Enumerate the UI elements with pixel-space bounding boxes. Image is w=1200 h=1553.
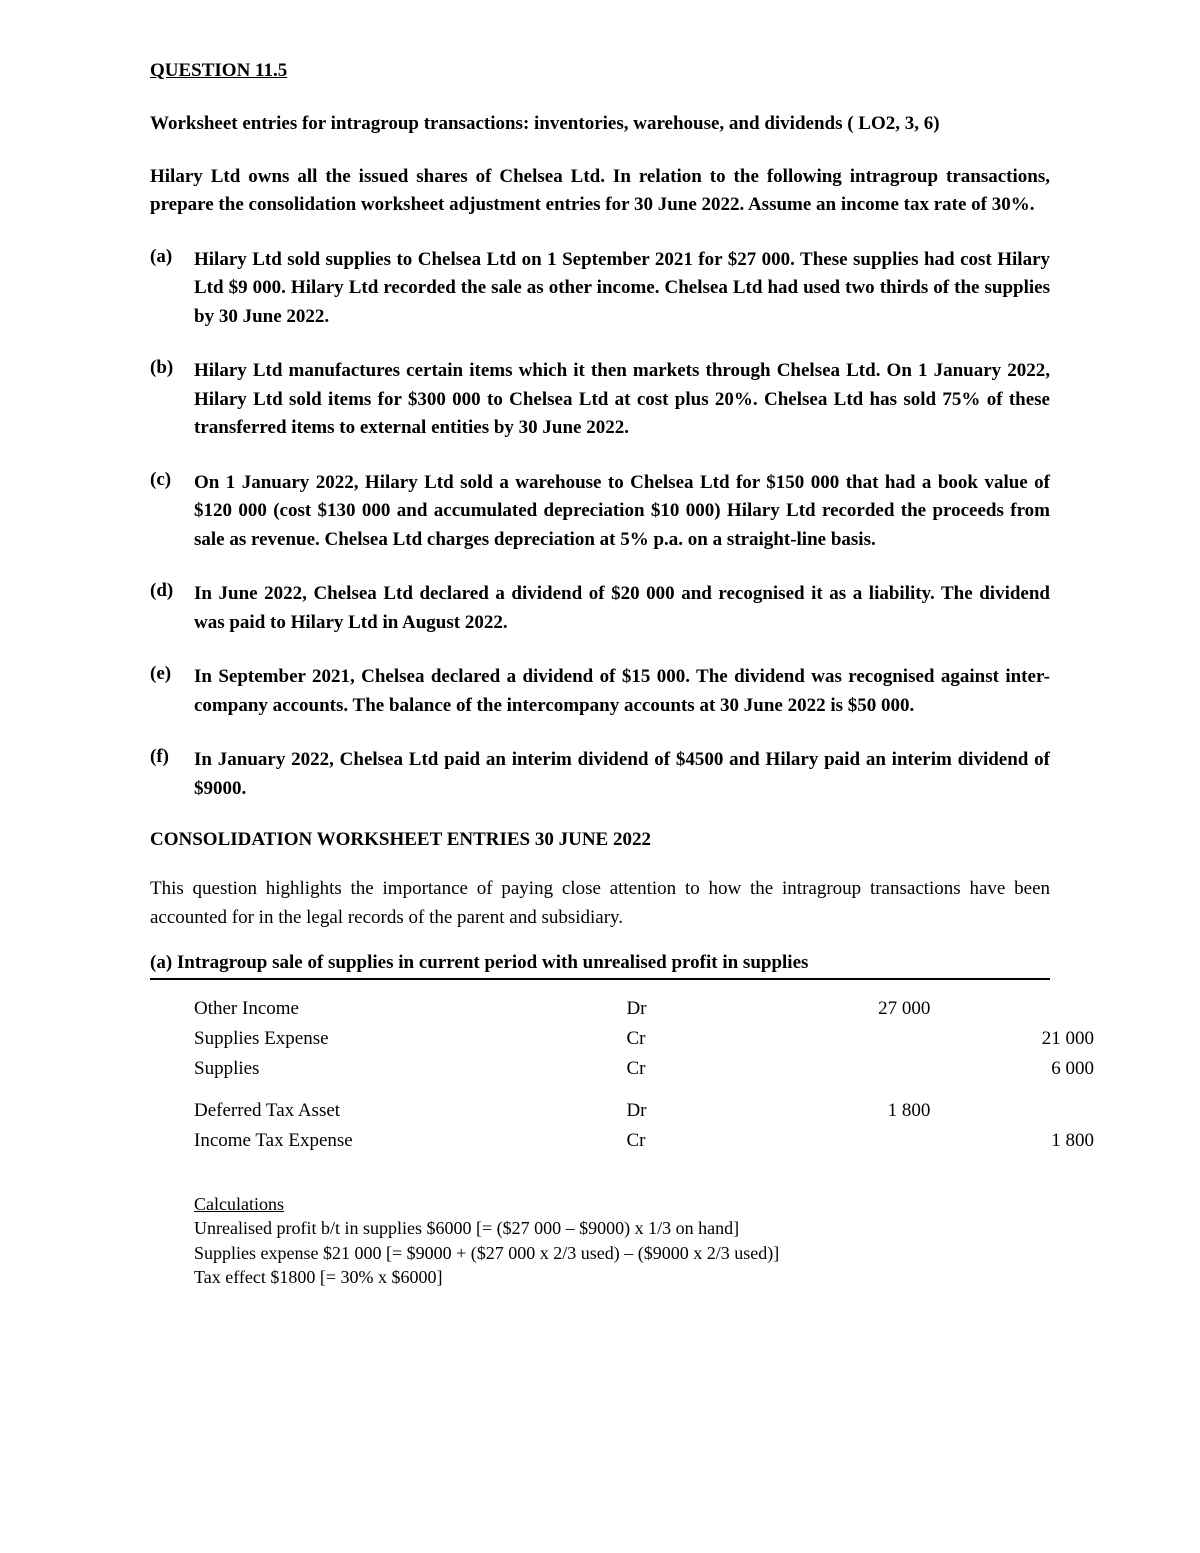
debit-amount — [743, 1054, 930, 1084]
account-name: Deferred Tax Asset — [194, 1096, 626, 1126]
journal-row: Other IncomeDr27 000 — [194, 994, 1094, 1024]
journal-row: Deferred Tax AssetDr1 800 — [194, 1096, 1094, 1126]
journal-table: Other IncomeDr27 000Supplies ExpenseCr21… — [194, 994, 1094, 1156]
question-title: QUESTION 11.5 — [150, 60, 1050, 82]
credit-amount — [930, 1096, 1094, 1126]
drcr-label: Cr — [626, 1024, 743, 1054]
list-text: In September 2021, Chelsea declared a di… — [194, 663, 1050, 720]
account-name: Other Income — [194, 994, 626, 1024]
account-name: Income Tax Expense — [194, 1126, 626, 1156]
list-marker: (b) — [150, 357, 194, 443]
part-a-heading: (a) Intragroup sale of supplies in curre… — [150, 952, 1050, 980]
list-item: (d)In June 2022, Chelsea Ltd declared a … — [150, 580, 1050, 637]
section-title: CONSOLIDATION WORKSHEET ENTRIES 30 JUNE … — [150, 829, 1050, 851]
journal-row: SuppliesCr 6 000 — [194, 1054, 1094, 1084]
list-text: Hilary Ltd manufactures certain items wh… — [194, 357, 1050, 443]
list-item: (e)In September 2021, Chelsea declared a… — [150, 663, 1050, 720]
list-marker: (c) — [150, 469, 194, 555]
list-text: Hilary Ltd sold supplies to Chelsea Ltd … — [194, 246, 1050, 332]
credit-amount — [930, 994, 1094, 1024]
journal-row: Income Tax ExpenseCr 1 800 — [194, 1126, 1094, 1156]
credit-amount: 21 000 — [930, 1024, 1094, 1054]
list-item: (c)On 1 January 2022, Hilary Ltd sold a … — [150, 469, 1050, 555]
credit-amount: 1 800 — [930, 1126, 1094, 1156]
debit-amount — [743, 1126, 930, 1156]
list-text: In January 2022, Chelsea Ltd paid an int… — [194, 746, 1050, 803]
drcr-label: Cr — [626, 1126, 743, 1156]
journal-row: Supplies ExpenseCr 21 000 — [194, 1024, 1094, 1054]
calc-heading: Calculations — [194, 1192, 1050, 1216]
calculations-block: Calculations Unrealised profit b/t in su… — [194, 1192, 1050, 1289]
list-item: (a)Hilary Ltd sold supplies to Chelsea L… — [150, 246, 1050, 332]
list-marker: (a) — [150, 246, 194, 332]
debit-amount: 27 000 — [743, 994, 930, 1024]
list-item: (b)Hilary Ltd manufactures certain items… — [150, 357, 1050, 443]
list-marker: (f) — [150, 746, 194, 803]
list-item: (f)In January 2022, Chelsea Ltd paid an … — [150, 746, 1050, 803]
drcr-label: Dr — [626, 994, 743, 1024]
list-text: On 1 January 2022, Hilary Ltd sold a war… — [194, 469, 1050, 555]
list-marker: (d) — [150, 580, 194, 637]
calc-line: Unrealised profit b/t in supplies $6000 … — [194, 1216, 1050, 1240]
note-paragraph: This question highlights the importance … — [150, 875, 1050, 932]
credit-amount: 6 000 — [930, 1054, 1094, 1084]
account-name: Supplies — [194, 1054, 626, 1084]
drcr-label: Dr — [626, 1096, 743, 1126]
debit-amount: 1 800 — [743, 1096, 930, 1126]
calc-line: Tax effect $1800 [= 30% x $6000] — [194, 1265, 1050, 1289]
list-marker: (e) — [150, 663, 194, 720]
intro-paragraph: Hilary Ltd owns all the issued shares of… — [150, 163, 1050, 220]
debit-amount — [743, 1024, 930, 1054]
calc-line: Supplies expense $21 000 [= $9000 + ($27… — [194, 1241, 1050, 1265]
subtitle: Worksheet entries for intragroup transac… — [150, 110, 1050, 139]
drcr-label: Cr — [626, 1054, 743, 1084]
list-text: In June 2022, Chelsea Ltd declared a div… — [194, 580, 1050, 637]
account-name: Supplies Expense — [194, 1024, 626, 1054]
